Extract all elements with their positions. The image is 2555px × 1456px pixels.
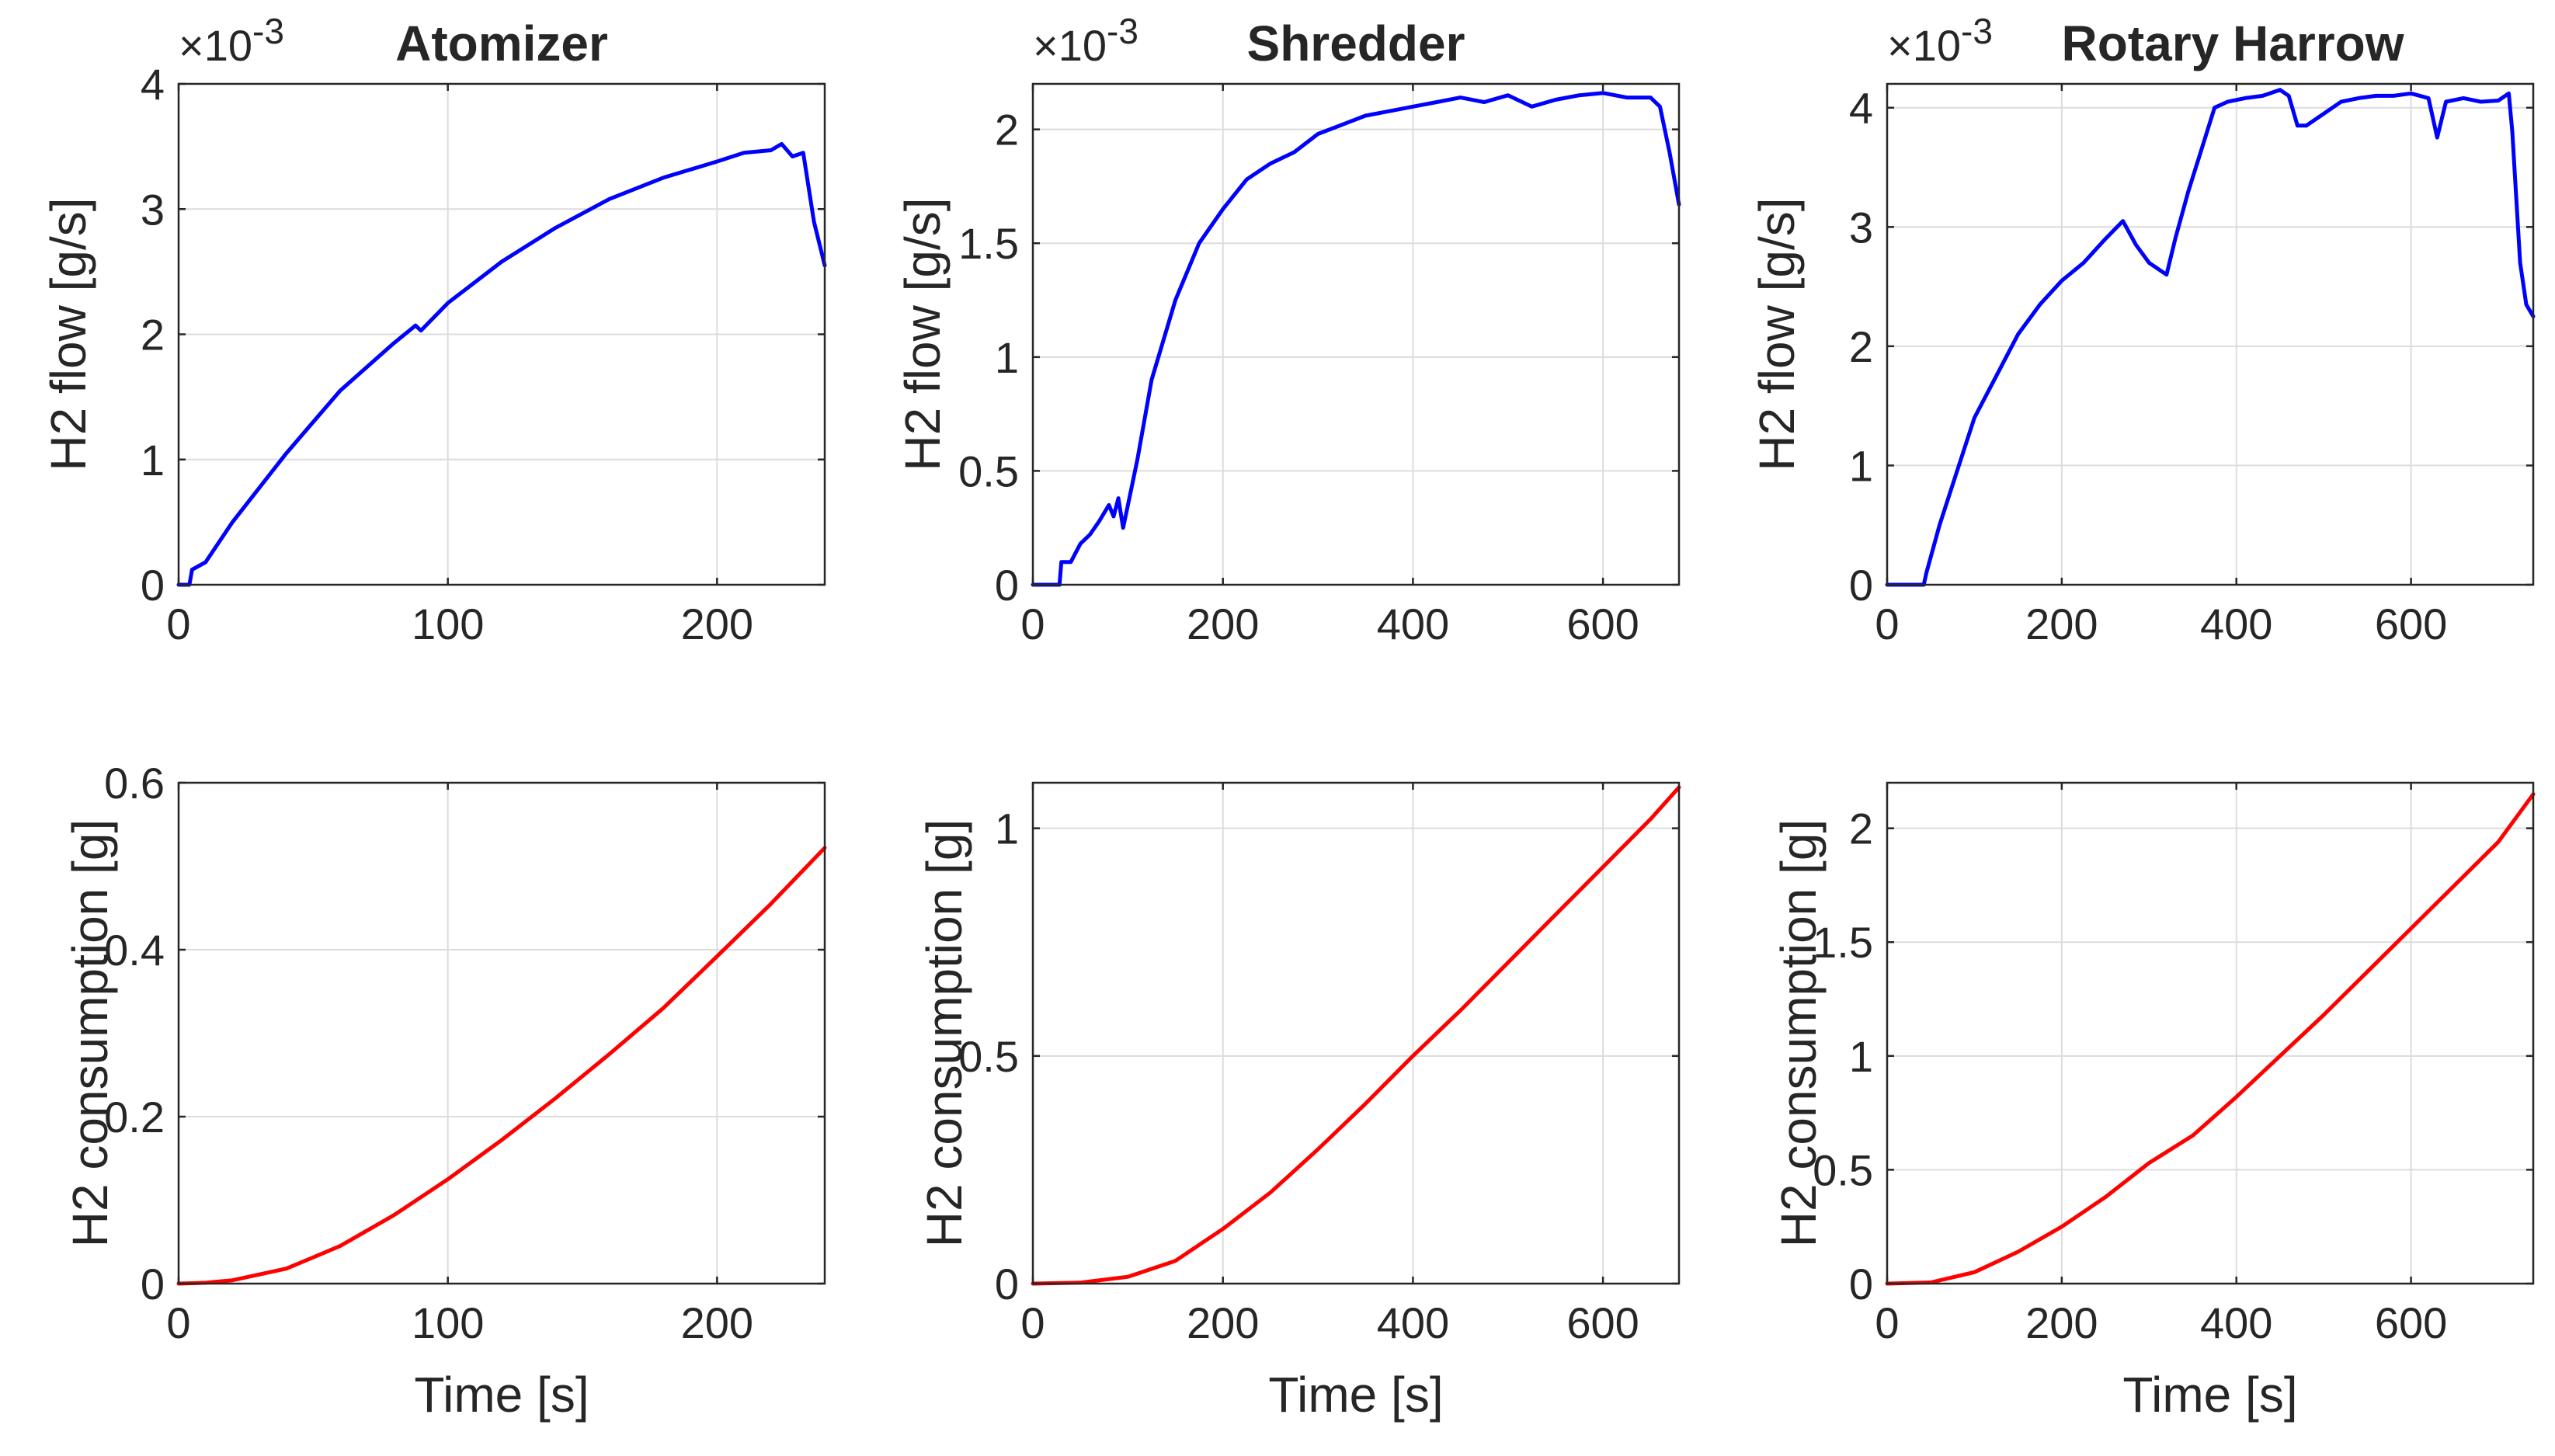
y-tick-label: 0.2 bbox=[104, 1093, 165, 1142]
y-exponent-label: ×10-3 bbox=[179, 11, 284, 70]
y-tick-label: 1 bbox=[1849, 1032, 1873, 1081]
chart-panel-bottom-middle: 0 200 400 600 0 0.5 1 H2 consumption [g] Time [s… bbox=[916, 781, 1681, 1423]
y-axis-label: H2 consumption [g] bbox=[62, 819, 118, 1247]
y-tick-label: 0 bbox=[995, 1260, 1019, 1308]
y-tick-label: 1 bbox=[141, 436, 165, 485]
x-tick-label: 0 bbox=[1875, 1298, 1899, 1347]
y-tick-label: 2 bbox=[141, 311, 165, 360]
series-line-h2-flow bbox=[1031, 91, 1681, 587]
y-tick-label: 0 bbox=[1849, 1260, 1873, 1308]
y-tick-label: 0.5 bbox=[1813, 1145, 1873, 1194]
y-tick-label: 1 bbox=[1849, 441, 1873, 490]
x-tick-label: 0 bbox=[1020, 1298, 1045, 1347]
x-tick-label: 400 bbox=[1377, 599, 1449, 648]
x-tick-label: 400 bbox=[2200, 599, 2272, 648]
series-line-h2-consumption bbox=[1885, 792, 2536, 1286]
x-tick-label: 100 bbox=[412, 599, 484, 648]
x-axis-label: Time [s] bbox=[1268, 1367, 1443, 1423]
y-tick-label: 1 bbox=[995, 804, 1019, 853]
chart-panel-bottom-left: 0 100 200 0 0.2 0.4 0.6 H2 consumption [g] Time … bbox=[62, 759, 827, 1423]
y-tick-label: 0 bbox=[1849, 561, 1873, 610]
y-tick-label: 2 bbox=[1849, 804, 1873, 853]
x-axis-label: Time [s] bbox=[414, 1367, 589, 1423]
chart-panel-top-right: 0 200 400 600 0 1 2 3 4 H2 flow [g/s] ×10-3 Rotary … bbox=[1749, 11, 2536, 648]
chart-panel-top-left: 0 100 200 0 1 2 3 4 H2 flow [g/s] ×10-3 Atomizer bbox=[40, 11, 827, 648]
y-exponent-label: ×10-3 bbox=[1887, 11, 1993, 70]
plot-frame bbox=[1886, 82, 2535, 586]
x-tick-label: 0 bbox=[166, 1298, 190, 1347]
x-tick-label: 200 bbox=[681, 1298, 753, 1347]
x-tick-label: 600 bbox=[1566, 599, 1639, 648]
y-tick-label: 2 bbox=[1849, 322, 1873, 371]
y-tick-label: 4 bbox=[1849, 84, 1873, 133]
x-tick-label: 200 bbox=[681, 599, 753, 648]
y-tick-label: 0.5 bbox=[958, 447, 1019, 495]
x-tick-label: 400 bbox=[1377, 1298, 1449, 1347]
y-axis-label: H2 consumption [g] bbox=[916, 819, 972, 1247]
x-tick-label: 600 bbox=[2375, 599, 2447, 648]
x-tick-label: 100 bbox=[412, 1298, 484, 1347]
x-tick-label: 200 bbox=[2025, 1298, 2098, 1347]
y-axis-label: H2 flow [g/s] bbox=[40, 197, 96, 471]
y-tick-label: 1.5 bbox=[958, 219, 1019, 268]
y-tick-label: 0 bbox=[995, 561, 1019, 610]
y-tick-label: 3 bbox=[141, 185, 165, 234]
series-line-h2-flow bbox=[1885, 88, 2536, 587]
chart-panel-bottom-right: 0 200 400 600 0 0.5 1 1.5 2 H2 consumption [g] Tim… bbox=[1771, 781, 2536, 1423]
y-tick-label: 3 bbox=[1849, 203, 1873, 252]
x-tick-label: 600 bbox=[2375, 1298, 2447, 1347]
plot-frame bbox=[1031, 781, 1681, 1285]
y-axis-label: H2 flow [g/s] bbox=[895, 197, 951, 471]
plot-frame bbox=[177, 781, 826, 1285]
y-exponent-label: ×10-3 bbox=[1033, 11, 1138, 70]
plot-frame bbox=[1031, 82, 1681, 586]
y-tick-label: 0.6 bbox=[104, 759, 165, 808]
series-line-h2-consumption bbox=[1031, 785, 1681, 1286]
y-tick-label: 0 bbox=[141, 561, 165, 610]
x-tick-label: 0 bbox=[1875, 599, 1899, 648]
series-line-h2-flow bbox=[176, 141, 827, 587]
x-tick-label: 0 bbox=[166, 599, 190, 648]
y-axis-label: H2 flow [g/s] bbox=[1749, 197, 1805, 471]
y-tick-label: 1 bbox=[995, 333, 1019, 382]
x-tick-label: 200 bbox=[2025, 599, 2098, 648]
plot-frame bbox=[1886, 781, 2535, 1285]
x-tick-label: 200 bbox=[1187, 1298, 1259, 1347]
x-tick-label: 600 bbox=[1566, 1298, 1639, 1347]
series-line-h2-consumption bbox=[176, 846, 827, 1286]
y-axis-label: H2 consumption [g] bbox=[1771, 819, 1827, 1247]
y-tick-label: 1.5 bbox=[1813, 918, 1873, 967]
y-tick-label: 0.5 bbox=[958, 1032, 1019, 1081]
x-tick-label: 400 bbox=[2200, 1298, 2272, 1347]
y-tick-label: 4 bbox=[141, 60, 165, 109]
x-tick-label: 0 bbox=[1020, 599, 1045, 648]
chart-title: Atomizer bbox=[395, 16, 608, 71]
chart-panel-top-middle: 0 200 400 600 0 0.5 1 1.5 2 H2 flow [g/s] ×10-3 Shr… bbox=[895, 11, 1681, 648]
x-tick-label: 200 bbox=[1187, 599, 1259, 648]
chart-title: Shredder bbox=[1247, 16, 1465, 71]
chart-title: Rotary Harrow bbox=[2062, 16, 2404, 71]
y-tick-label: 0.4 bbox=[104, 926, 165, 975]
x-axis-label: Time [s] bbox=[2122, 1367, 2297, 1423]
y-tick-label: 2 bbox=[995, 106, 1019, 155]
y-tick-label: 0 bbox=[141, 1260, 165, 1308]
